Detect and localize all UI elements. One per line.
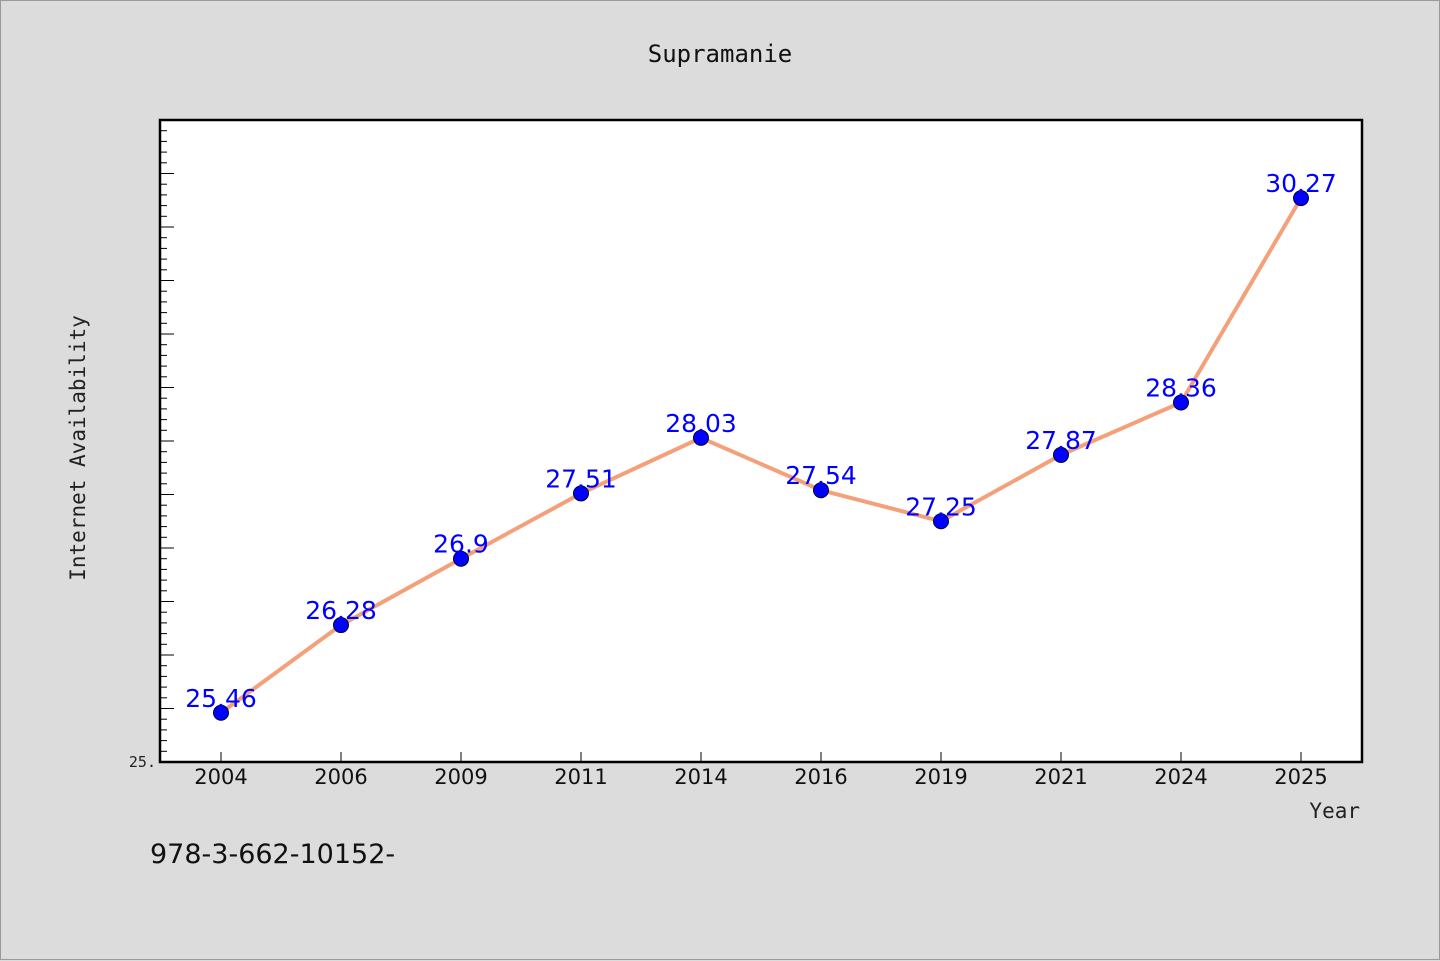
data-label: 26.28 [305, 596, 377, 625]
data-point [813, 482, 829, 499]
isbn-text: 978-3-662-10152- [150, 839, 395, 870]
data-label: 28.36 [1145, 373, 1217, 402]
data-point [1053, 446, 1069, 463]
x-axis-ticks [220, 752, 1302, 762]
x-tick-label: 2016 [794, 765, 847, 789]
data-point [573, 485, 589, 502]
data-markers [213, 190, 1309, 721]
data-label: 25.46 [185, 684, 257, 713]
x-tick-label: 2014 [674, 765, 727, 789]
data-label: 30.27 [1265, 169, 1337, 198]
x-tick-label: 2004 [194, 765, 247, 789]
data-point [1293, 190, 1309, 207]
x-tick-label: 2021 [1034, 765, 1087, 789]
data-label: 27.87 [1025, 426, 1097, 455]
data-label: 27.54 [785, 461, 857, 490]
data-point [1173, 394, 1189, 411]
x-axis-label: Year [1309, 799, 1360, 823]
x-tick-label: 2024 [1154, 765, 1207, 789]
plot-area [158, 118, 1364, 764]
data-labels: 25.46 26.28 26.9 27.51 28.03 27.54 27.25 27.87 2… [185, 169, 1337, 713]
x-tick-label: 2025 [1274, 765, 1327, 789]
y-axis-label: Internet Availability [66, 315, 90, 581]
y-tick-label: 25. [129, 753, 156, 771]
x-tick-label: 2006 [314, 765, 367, 789]
data-point [933, 513, 949, 530]
data-label: 28.03 [665, 409, 737, 438]
data-point [213, 704, 229, 721]
data-label: 27.51 [545, 464, 617, 493]
series-line [219, 196, 1303, 715]
data-point [333, 617, 349, 634]
y-axis-ticks [160, 119, 174, 763]
chart-title: Supramanie [648, 40, 793, 68]
data-label: 27.25 [905, 492, 977, 521]
x-tick-label: 2009 [434, 765, 487, 789]
x-tick-label: 2011 [554, 765, 607, 789]
x-tick-labels: 2004 2006 2009 2011 2014 2016 2019 2021 2024 2025 [194, 765, 1327, 789]
x-tick-label: 2019 [914, 765, 967, 789]
data-label: 26.9 [433, 530, 489, 559]
data-point [453, 550, 469, 567]
data-point [693, 429, 709, 446]
